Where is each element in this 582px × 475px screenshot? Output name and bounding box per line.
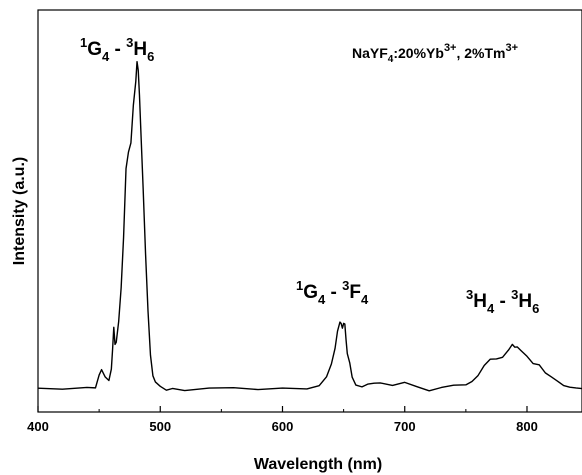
x-axis-ticks: 400 500 600 700 800 <box>27 406 538 434</box>
x-tick-label-600: 600 <box>272 419 294 434</box>
x-axis-title: Wavelength (nm) <box>254 456 382 473</box>
x-tick-label-400: 400 <box>27 419 49 434</box>
x-tick-label-700: 700 <box>394 419 416 434</box>
x-tick-label-800: 800 <box>516 419 538 434</box>
spectrum-line <box>37 60 582 392</box>
plot-frame <box>37 9 582 413</box>
peak-label-red: 1G4 - 3F4 <box>296 278 369 307</box>
sample-label: NaYF4:20%Yb3+, 2%Tm3+ <box>352 42 518 65</box>
y-axis-title: Intensity (a.u.) <box>11 157 28 265</box>
peak-label-nir: 3H4 - 3H6 <box>466 287 539 316</box>
x-tick-label-500: 500 <box>149 419 171 434</box>
peak-label-blue: 1G4 - 3H6 <box>80 35 154 64</box>
